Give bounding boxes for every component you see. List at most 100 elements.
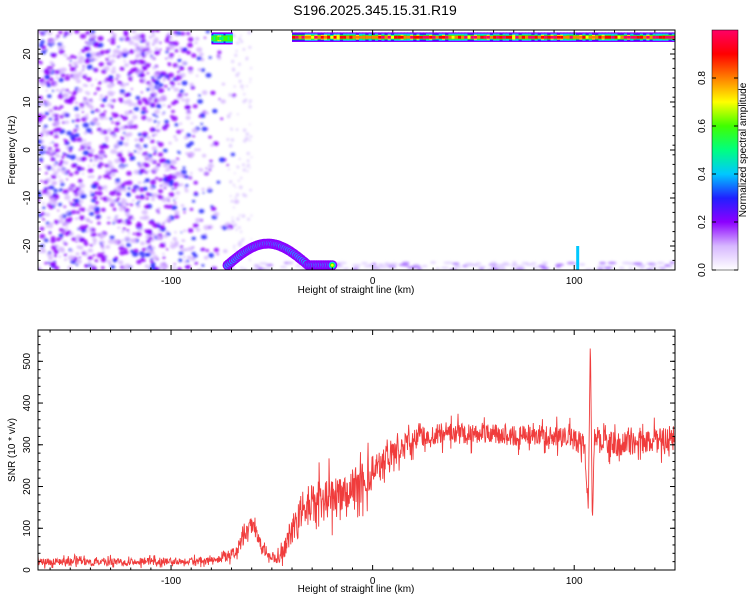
heatmap-noise-cell <box>232 96 235 99</box>
heatmap-band-cell <box>323 35 329 39</box>
heatmap-noise-cell <box>114 256 118 259</box>
heatmap-noise-cell <box>50 174 57 179</box>
heatmap-noise-cell <box>47 251 51 254</box>
heatmap-noise-cell <box>152 66 156 70</box>
heatmap-noise-cell <box>112 258 118 263</box>
heatmap-noise-cell <box>152 152 157 156</box>
heatmap-noise-cell <box>361 262 368 265</box>
heatmap-noise-cell <box>150 197 156 201</box>
heatmap-noise-cell <box>149 193 154 197</box>
heatmap-noise-cell <box>452 262 460 265</box>
heatmap-noise-cell <box>156 163 161 168</box>
heatmap-noise-cell <box>175 157 180 161</box>
heatmap-noise-cell <box>59 105 64 109</box>
heatmap-noise-cell <box>250 214 253 217</box>
heatmap-band-cell <box>410 35 415 39</box>
heatmap-noise-cell <box>166 217 171 221</box>
heatmap-noise-cell <box>287 261 293 265</box>
heatmap-band-cell <box>403 35 409 39</box>
heatmap-noise-cell <box>152 128 156 131</box>
heatmap-noise-cell <box>46 252 53 257</box>
heatmap-noise-cell <box>187 246 194 251</box>
heatmap-noise-cell <box>95 201 99 205</box>
heatmap-noise-cell <box>124 30 129 35</box>
heatmap-noise-cell <box>106 259 112 264</box>
heatmap-noise-cell <box>97 178 100 180</box>
heatmap-noise-cell <box>212 108 218 114</box>
heatmap-noise-cell <box>53 121 60 126</box>
heatmap-noise-cell <box>46 83 51 88</box>
heatmap-noise-cell <box>59 114 64 119</box>
heatmap-noise-cell <box>72 75 79 80</box>
heatmap-noise-cell <box>108 164 115 170</box>
heatmap-noise-cell <box>240 40 244 44</box>
heatmap-noise-cell <box>242 48 246 51</box>
heatmap-noise-cell <box>108 49 111 52</box>
heatmap-noise-cell <box>236 199 239 202</box>
heatmap-noise-cell <box>154 109 160 115</box>
heatmap-noise-cell <box>246 163 250 167</box>
heatmap-noise-cell <box>118 206 125 212</box>
heatmap-noise-cell <box>177 58 182 63</box>
heatmap-noise-cell <box>132 251 139 257</box>
heatmap-noise-cell <box>146 136 151 140</box>
heatmap-noise-cell <box>59 188 63 192</box>
colorbar-tick-label: 0.0 <box>697 263 708 277</box>
heatmap-noise-cell <box>126 180 133 186</box>
heatmap-noise-cell <box>177 70 181 74</box>
heatmap-noise-cell <box>78 183 85 189</box>
heatmap-noise-cell <box>198 209 205 214</box>
heatmap-noise-cell <box>61 231 65 235</box>
heatmap-noise-cell <box>538 265 546 268</box>
heatmap-noise-cell <box>167 199 170 202</box>
heatmap-noise-cell <box>69 186 73 189</box>
heatmap-noise-cell <box>104 136 109 140</box>
heatmap-noise-cell <box>250 156 253 159</box>
heatmap-noise-cell <box>145 197 149 200</box>
heatmap-noise-cell <box>53 117 59 122</box>
heatmap-noise-cell <box>185 152 189 155</box>
heatmap-noise-cell <box>165 57 168 60</box>
heatmap-noise-cell <box>108 55 112 58</box>
heatmap-band-cell <box>560 35 565 39</box>
heatmap-noise-cell <box>265 263 274 267</box>
heatmap-noise-cell <box>89 56 94 61</box>
heatmap-noise-cell <box>43 180 49 184</box>
heatmap-noise-cell <box>108 75 114 80</box>
heatmap-noise-cell <box>110 104 114 108</box>
heatmap-noise-cell <box>93 196 98 200</box>
heatmap-noise-cell <box>63 242 68 246</box>
heatmap-noise-cell <box>117 226 121 229</box>
heatmap-noise-cell <box>186 31 191 36</box>
heatmap-band-cell <box>598 35 603 39</box>
heatmap-noise-cell <box>175 34 178 37</box>
heatmap-noise-cell <box>181 129 184 132</box>
heatmap-noise-cell <box>119 66 125 71</box>
heatmap-noise-cell <box>74 205 77 207</box>
heatmap-band-cell <box>655 35 661 39</box>
heatmap-noise-cell <box>202 191 205 194</box>
heatmap-noise-cell <box>228 143 233 148</box>
heatmap-noise-cell <box>115 77 119 81</box>
heatmap-noise-cell <box>151 76 155 79</box>
heatmap-noise-cell <box>81 172 85 175</box>
heatmap-noise-cell <box>87 261 92 265</box>
heatmap-noise-cell <box>230 199 234 203</box>
heatmap-noise-cell <box>75 118 81 122</box>
heatmap-noise-cell <box>249 123 251 126</box>
heatmap-noise-cell <box>201 264 205 267</box>
heatmap-noise-cell <box>465 264 474 267</box>
heatmap-noise-cell <box>174 49 179 53</box>
heatmap-noise-cell <box>238 62 241 66</box>
heatmap-noise-cell <box>157 124 160 126</box>
heatmap-noise-cell <box>125 203 129 206</box>
heatmap-noise-cell <box>187 110 191 113</box>
heatmap-noise-cell <box>111 121 114 124</box>
heatmap-noise-cell <box>104 163 110 168</box>
heatmap-noise-cell <box>93 93 96 95</box>
heatmap-noise-cell <box>234 186 237 189</box>
heatmap-noise-cell <box>87 142 91 145</box>
heatmap-noise-cell <box>69 202 73 206</box>
heatmap-noise-cell <box>40 39 45 44</box>
heatmap-noise-cell <box>40 180 43 183</box>
